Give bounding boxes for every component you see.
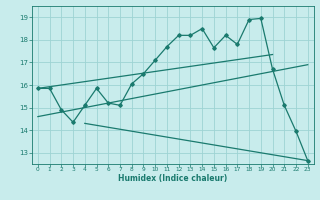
X-axis label: Humidex (Indice chaleur): Humidex (Indice chaleur) — [118, 174, 228, 183]
